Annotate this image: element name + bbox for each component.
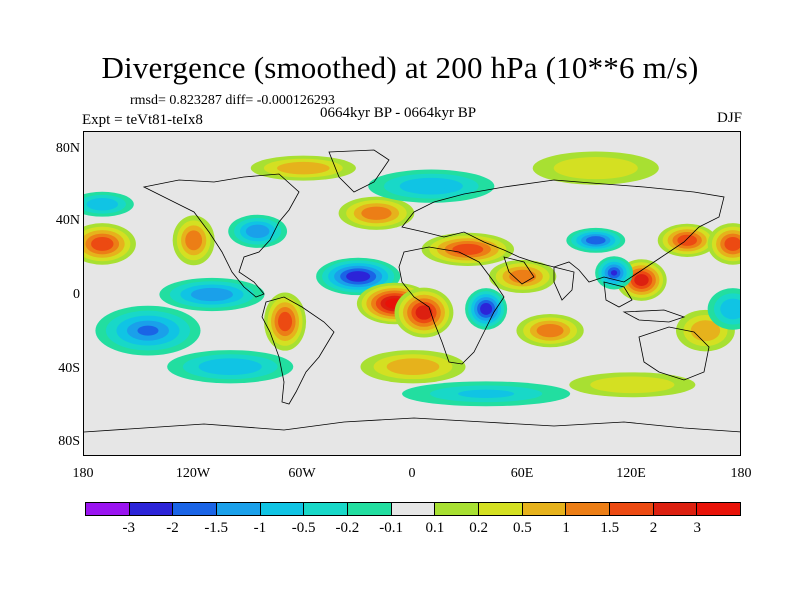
y-tick-label: 0 xyxy=(73,287,80,302)
divergence-region xyxy=(137,325,159,336)
divergence-region xyxy=(368,209,385,217)
x-tick-label: 180 xyxy=(72,466,94,481)
divergence-field xyxy=(84,151,740,407)
divergence-region xyxy=(515,273,530,280)
x-tick-label: 60E xyxy=(510,466,534,481)
colorbar-label: -2 xyxy=(166,520,179,536)
divergence-region xyxy=(590,238,601,243)
divergence-region xyxy=(610,270,618,276)
colorbar-label: 0.5 xyxy=(512,520,532,536)
colorbar-label: 3 xyxy=(693,520,702,536)
stats-line: rmsd= 0.823287 diff= -0.000126293 xyxy=(130,93,335,108)
colorbar-segment xyxy=(435,503,480,515)
colorbar-segment xyxy=(304,503,349,515)
divergence-region xyxy=(214,362,246,371)
y-tick-label: 80S xyxy=(58,434,80,449)
colorbar-segment xyxy=(260,503,305,515)
divergence-region xyxy=(637,277,646,284)
colorbar-label: -0.5 xyxy=(291,520,316,536)
divergence-region xyxy=(399,362,427,371)
divergence-region xyxy=(458,389,515,398)
colorbar-segment xyxy=(566,503,611,515)
coastlines xyxy=(84,149,740,433)
divergence-map xyxy=(83,131,741,456)
colorbar-segment xyxy=(522,503,567,515)
colorbar-segment xyxy=(697,503,741,515)
season-label: DJF xyxy=(716,110,742,126)
divergence-region xyxy=(460,246,476,253)
colorbar xyxy=(85,502,741,516)
x-tick-label: 60W xyxy=(288,466,316,481)
period-label: 0664kyr BP - 0664kyr BP xyxy=(320,105,477,121)
colorbar-label: 1 xyxy=(562,520,570,536)
colorbar-label: 0.1 xyxy=(425,520,445,536)
divergence-region xyxy=(96,240,108,248)
divergence-region xyxy=(483,305,490,312)
colorbar-segment xyxy=(653,503,698,515)
colorbar-label: -0.2 xyxy=(335,520,360,536)
chart-title: Divergence (smoothed) at 200 hPa (10**6 … xyxy=(101,50,699,85)
colorbar-segment xyxy=(348,503,392,515)
colorbar-segment xyxy=(479,503,523,515)
colorbar-segment xyxy=(129,503,174,515)
y-tick-label: 40N xyxy=(55,213,80,228)
divergence-region xyxy=(419,308,429,317)
colorbar-segment xyxy=(610,503,654,515)
colorbar-segment xyxy=(217,503,261,515)
colorbar-label: -0.1 xyxy=(379,520,403,536)
colorbar-label: -3 xyxy=(122,520,135,536)
y-tick-label: 80N xyxy=(55,141,80,156)
colorbar-label: 2 xyxy=(649,520,658,536)
colorbar-segment xyxy=(86,503,130,515)
x-tick-label: 120E xyxy=(616,466,646,481)
divergence-region xyxy=(189,235,198,246)
colorbar-label: -1 xyxy=(253,520,267,536)
divergence-region xyxy=(94,201,111,208)
divergence-region xyxy=(415,182,448,191)
divergence-region xyxy=(290,164,317,172)
divergence-region xyxy=(352,273,365,280)
divergence-region xyxy=(543,327,557,334)
x-tick-label: 0 xyxy=(408,466,416,481)
colorbar-label: 0.2 xyxy=(469,520,488,536)
divergence-region xyxy=(281,316,289,327)
divergence-region xyxy=(201,291,223,298)
colorbar-label: -1.5 xyxy=(204,520,229,536)
x-tick-label: 180 xyxy=(730,466,752,481)
experiment-label: Expt = teVt81-teIx8 xyxy=(82,112,203,128)
divergence-region xyxy=(611,380,654,389)
x-tick-label: 120W xyxy=(175,466,211,481)
y-tick-label: 40S xyxy=(58,361,80,376)
divergence-region xyxy=(574,162,617,174)
divergence-region xyxy=(251,227,264,235)
divergence-region xyxy=(698,325,713,336)
divergence-region xyxy=(726,303,740,315)
divergence-region xyxy=(728,240,738,248)
colorbar-segment xyxy=(173,503,218,515)
colorbar-segment xyxy=(391,503,436,515)
colorbar-label: 1.5 xyxy=(600,520,620,536)
